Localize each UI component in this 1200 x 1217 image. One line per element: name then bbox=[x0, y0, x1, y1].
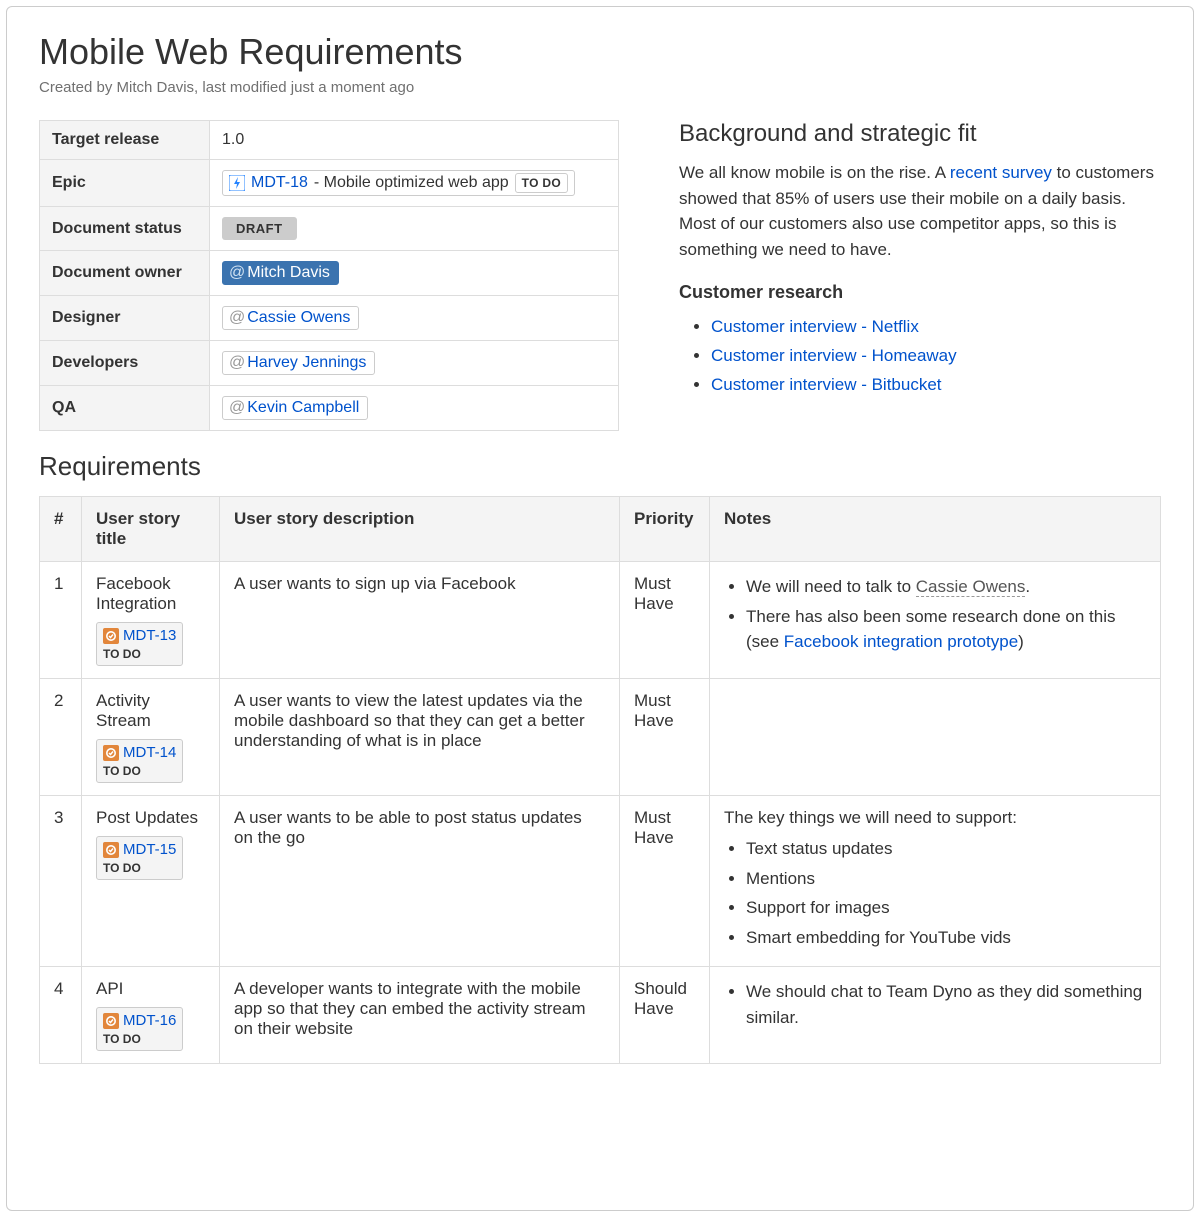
mention-designer[interactable]: @Cassie Owens bbox=[222, 306, 359, 330]
customer-research-heading: Customer research bbox=[679, 282, 1161, 303]
mention-developer[interactable]: @Harvey Jennings bbox=[222, 351, 375, 375]
row-description: A user wants to view the latest updates … bbox=[220, 679, 620, 796]
meta-label-doc-status: Document status bbox=[40, 207, 210, 251]
meta-value-epic: MDT-18 - Mobile optimized web app TO DO bbox=[210, 160, 619, 207]
col-desc: User story description bbox=[220, 497, 620, 562]
epic-lozenge[interactable]: MDT-18 - Mobile optimized web app TO DO bbox=[222, 170, 575, 196]
row-description: A user wants to sign up via Facebook bbox=[220, 562, 620, 679]
story-title: API bbox=[96, 979, 205, 999]
epic-status: TO DO bbox=[515, 173, 568, 193]
mention-owner[interactable]: @Mitch Davis bbox=[222, 261, 339, 285]
row-title-cell: Post Updates MDT-15 TO DO bbox=[82, 796, 220, 967]
mention-qa[interactable]: @Kevin Campbell bbox=[222, 396, 368, 420]
story-icon bbox=[103, 628, 119, 644]
research-link[interactable]: Customer interview - Bitbucket bbox=[711, 375, 942, 394]
document-page: Mobile Web Requirements Created by Mitch… bbox=[6, 6, 1194, 1211]
row-notes: The key things we will need to support: T… bbox=[710, 796, 1161, 967]
meta-value-doc-status: DRAFT bbox=[210, 207, 619, 251]
meta-value-target-release: 1.0 bbox=[210, 121, 619, 160]
row-description: A developer wants to integrate with the … bbox=[220, 967, 620, 1064]
metadata-table: Target release 1.0 Epic MDT-18 - Mobile … bbox=[39, 120, 619, 431]
row-description: A user wants to be able to post status u… bbox=[220, 796, 620, 967]
notes-item: We should chat to Team Dyno as they did … bbox=[746, 979, 1146, 1030]
meta-value-designer: @Cassie Owens bbox=[210, 296, 619, 341]
issue-key: MDT-14 bbox=[123, 744, 176, 761]
row-priority: Must Have bbox=[620, 679, 710, 796]
page-title: Mobile Web Requirements bbox=[39, 31, 1161, 73]
row-number: 4 bbox=[40, 967, 82, 1064]
issue-status: TO DO bbox=[103, 1032, 176, 1046]
notes-item: Smart embedding for YouTube vids bbox=[746, 925, 1146, 951]
issue-key: MDT-15 bbox=[123, 841, 176, 858]
story-icon bbox=[103, 1013, 119, 1029]
meta-value-developers: @Harvey Jennings bbox=[210, 341, 619, 386]
table-row: 1 Facebook Integration MDT-13 TO DO A user … bbox=[40, 562, 1161, 679]
epic-icon bbox=[229, 175, 245, 191]
col-notes: Notes bbox=[710, 497, 1161, 562]
issue-key: MDT-16 bbox=[123, 1012, 176, 1029]
issue-status: TO DO bbox=[103, 647, 176, 661]
col-num: # bbox=[40, 497, 82, 562]
issue-lozenge[interactable]: MDT-14 TO DO bbox=[96, 739, 183, 783]
requirements-table: # User story title User story descriptio… bbox=[39, 496, 1161, 1064]
row-number: 3 bbox=[40, 796, 82, 967]
row-title-cell: API MDT-16 TO DO bbox=[82, 967, 220, 1064]
issue-lozenge[interactable]: MDT-13 TO DO bbox=[96, 622, 183, 666]
row-priority: Must Have bbox=[620, 562, 710, 679]
row-priority: Must Have bbox=[620, 796, 710, 967]
meta-label-qa: QA bbox=[40, 386, 210, 431]
row-number: 2 bbox=[40, 679, 82, 796]
side-panel: Background and strategic fit We all know… bbox=[679, 120, 1161, 400]
research-link[interactable]: Customer interview - Netflix bbox=[711, 317, 919, 336]
issue-status: TO DO bbox=[103, 764, 176, 778]
row-notes: We will need to talk to Cassie Owens.The… bbox=[710, 562, 1161, 679]
meta-label-epic: Epic bbox=[40, 160, 210, 207]
meta-value-owner: @Mitch Davis bbox=[210, 251, 619, 296]
row-priority: Should Have bbox=[620, 967, 710, 1064]
research-link[interactable]: Customer interview - Homeaway bbox=[711, 346, 957, 365]
notes-link[interactable]: Facebook integration prototype bbox=[784, 632, 1018, 651]
issue-key: MDT-13 bbox=[123, 627, 176, 644]
background-heading: Background and strategic fit bbox=[679, 120, 1161, 148]
col-title: User story title bbox=[82, 497, 220, 562]
issue-status: TO DO bbox=[103, 861, 176, 875]
background-paragraph: We all know mobile is on the rise. A rec… bbox=[679, 160, 1161, 262]
row-title-cell: Facebook Integration MDT-13 TO DO bbox=[82, 562, 220, 679]
row-number: 1 bbox=[40, 562, 82, 679]
page-byline: Created by Mitch Davis, last modified ju… bbox=[39, 79, 1161, 96]
story-icon bbox=[103, 842, 119, 858]
table-row: 2 Activity Stream MDT-14 TO DO A user wants… bbox=[40, 679, 1161, 796]
meta-value-qa: @Kevin Campbell bbox=[210, 386, 619, 431]
issue-lozenge[interactable]: MDT-16 TO DO bbox=[96, 1007, 183, 1051]
meta-label-designer: Designer bbox=[40, 296, 210, 341]
row-notes: We should chat to Team Dyno as they did … bbox=[710, 967, 1161, 1064]
col-priority: Priority bbox=[620, 497, 710, 562]
meta-label-target-release: Target release bbox=[40, 121, 210, 160]
epic-summary: - Mobile optimized web app bbox=[314, 174, 509, 192]
meta-label-developers: Developers bbox=[40, 341, 210, 386]
row-notes bbox=[710, 679, 1161, 796]
research-links-list: Customer interview - Netflix Customer in… bbox=[679, 313, 1161, 400]
row-title-cell: Activity Stream MDT-14 TO DO bbox=[82, 679, 220, 796]
story-title: Post Updates bbox=[96, 808, 205, 828]
requirements-heading: Requirements bbox=[39, 451, 1161, 482]
story-title: Facebook Integration bbox=[96, 574, 205, 614]
mention-link[interactable]: Cassie Owens bbox=[916, 577, 1026, 597]
notes-item: Support for images bbox=[746, 895, 1146, 921]
notes-item: Mentions bbox=[746, 866, 1146, 892]
recent-survey-link[interactable]: recent survey bbox=[950, 163, 1052, 182]
meta-label-owner: Document owner bbox=[40, 251, 210, 296]
issue-lozenge[interactable]: MDT-15 TO DO bbox=[96, 836, 183, 880]
notes-item: Text status updates bbox=[746, 836, 1146, 862]
notes-lead: The key things we will need to support: bbox=[724, 808, 1146, 828]
story-title: Activity Stream bbox=[96, 691, 205, 731]
table-row: 3 Post Updates MDT-15 TO DO A user wants to… bbox=[40, 796, 1161, 967]
epic-key-link[interactable]: MDT-18 bbox=[251, 174, 308, 192]
table-row: 4 API MDT-16 TO DO A developer wants to int… bbox=[40, 967, 1161, 1064]
status-draft-lozenge: DRAFT bbox=[222, 217, 297, 240]
top-grid: Target release 1.0 Epic MDT-18 - Mobile … bbox=[39, 120, 1161, 431]
story-icon bbox=[103, 745, 119, 761]
